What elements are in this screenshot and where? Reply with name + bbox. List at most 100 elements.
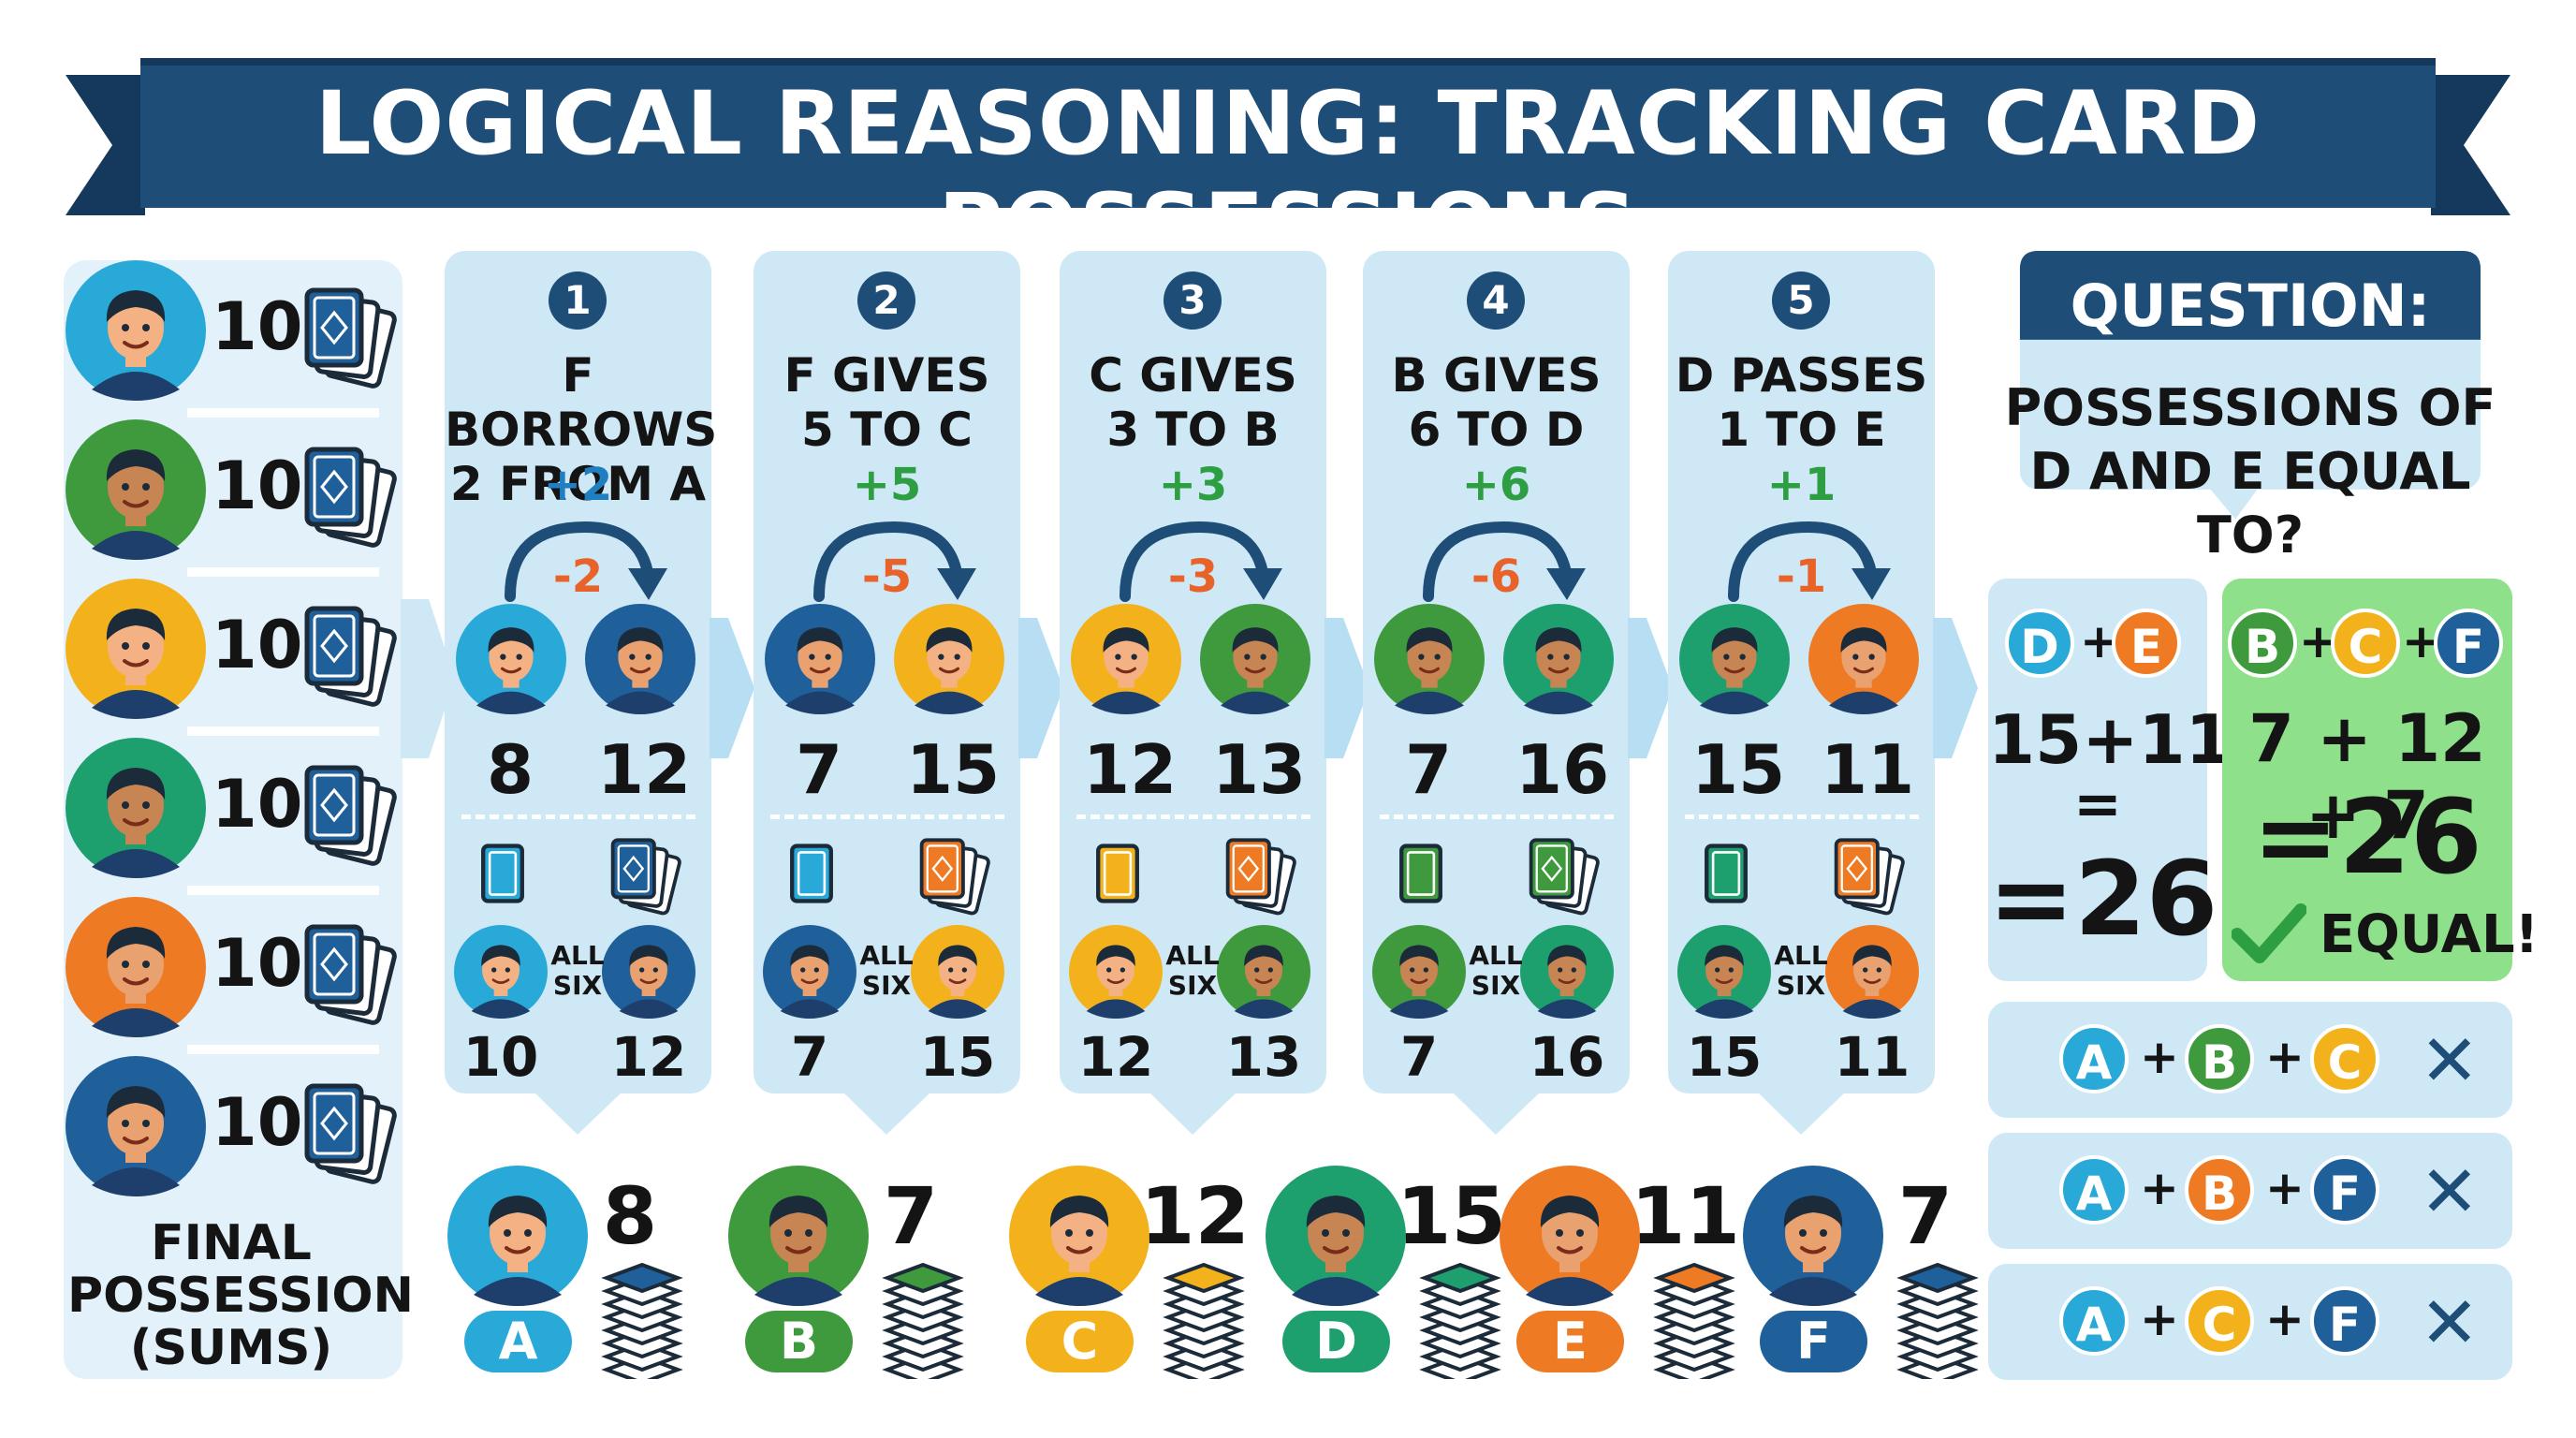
tracked-left: 7 — [790, 1025, 829, 1089]
deck — [298, 597, 401, 710]
card-stack — [599, 1259, 685, 1386]
person-avatar — [1200, 604, 1310, 714]
person-letter-badge: E — [1516, 1311, 1624, 1372]
row-separator — [187, 726, 379, 736]
b-c-f-sum: 7 + 12 + 7 — [2248, 700, 2486, 854]
final-avatar — [1009, 1166, 1149, 1306]
person-letter-badge: D — [1282, 1311, 1390, 1372]
plus-sign: + — [2265, 1161, 2305, 1215]
tracked-left: 7 — [1399, 1025, 1439, 1089]
avatar — [66, 738, 206, 878]
small-avatar — [602, 925, 695, 1019]
cross-icon: ✕ — [2420, 1281, 2480, 1364]
small-avatar — [1372, 925, 1466, 1019]
giver-count: 7 — [795, 730, 843, 809]
six-label: SIX — [1167, 970, 1218, 1001]
avatar — [66, 579, 206, 719]
step-title-line-2: 6 TO D — [1408, 403, 1585, 457]
final-avatar — [1266, 1166, 1406, 1306]
receiver-avatar — [894, 604, 1004, 714]
small-avatar — [1069, 925, 1163, 1019]
card-deck-icon — [919, 838, 990, 916]
option-badge: B — [2185, 1155, 2254, 1225]
initial-count: 10 — [212, 766, 303, 843]
final-count: 12 — [1140, 1170, 1250, 1262]
avatar — [66, 1056, 206, 1196]
gain-amount: +2 — [543, 459, 613, 511]
deck — [1221, 831, 1299, 917]
transfer-arrow-icon — [505, 521, 667, 602]
badge-f: F — [2434, 609, 2503, 678]
transfer-arrow-icon — [813, 521, 976, 602]
tracked-right: 11 — [1834, 1025, 1910, 1089]
person-avatar — [1009, 1166, 1149, 1306]
card-deck-icon — [304, 765, 397, 866]
giver-count: 15 — [1691, 730, 1786, 809]
card — [1397, 841, 1445, 906]
step-title: C GIVES 3 TO B — [1060, 348, 1326, 457]
final-avatar — [1500, 1166, 1640, 1306]
all-label: ALL — [859, 940, 914, 971]
page-title: LOGICAL REASONING: TRACKING CARD POSSESS… — [315, 73, 2261, 277]
person-avatar — [456, 604, 566, 714]
small-avatar — [1217, 925, 1310, 1019]
b-c-f-result: =26 — [2252, 777, 2482, 897]
deck — [298, 279, 401, 391]
initial-row-e: 10 — [64, 897, 402, 1037]
giver-avatar — [765, 604, 875, 714]
card-stack-icon — [1653, 1262, 1735, 1386]
initial-row-f: 10 — [64, 1056, 402, 1196]
loss-amount: -5 — [861, 550, 913, 603]
badge-e: E — [2112, 609, 2181, 678]
card — [1093, 841, 1142, 906]
cross-icon: ✕ — [2420, 1150, 2480, 1233]
deck — [606, 831, 684, 917]
gain-amount: +6 — [1461, 459, 1531, 511]
option-badge: C — [2185, 1286, 2254, 1356]
all-six-label: ALL SIX — [1468, 941, 1524, 1001]
person-avatar — [1743, 1166, 1883, 1306]
divider — [461, 814, 695, 819]
option-badge: B — [2185, 1024, 2254, 1093]
deck — [1524, 831, 1603, 917]
person-avatar — [1503, 604, 1614, 714]
person-letter-badge: F — [1760, 1311, 1867, 1372]
badge-c: C — [2331, 609, 2400, 678]
card-stack-icon — [1163, 1262, 1245, 1386]
person-avatar — [66, 1056, 206, 1196]
divider — [1685, 814, 1919, 819]
option-badge: F — [2310, 1155, 2379, 1225]
person-avatar — [66, 419, 206, 560]
card-deck-icon — [304, 287, 397, 389]
cross-icon: ✕ — [2420, 1019, 2480, 1102]
card-deck-icon — [1225, 838, 1296, 916]
panel-pointer — [1149, 1092, 1237, 1135]
avatar — [66, 897, 206, 1037]
step-title: F GIVES 5 TO C — [754, 348, 1020, 457]
row-separator — [187, 886, 379, 895]
loss-amount: -3 — [1167, 550, 1219, 603]
plus-sign: + — [2140, 1161, 2179, 1215]
person-avatar — [765, 604, 875, 714]
all-six-label: ALL SIX — [1164, 941, 1221, 1001]
initial-count: 10 — [212, 448, 303, 524]
tracked-left: 12 — [1077, 1025, 1154, 1089]
person-letter-badge: A — [464, 1311, 572, 1372]
person-avatar — [602, 925, 695, 1019]
person-avatar — [1266, 1166, 1406, 1306]
person-avatar — [1069, 925, 1163, 1019]
question-text: POSSESSIONS OF D AND E EQUAL TO? — [1988, 376, 2512, 567]
giver-avatar — [1679, 604, 1790, 714]
step-arrow-icon — [1325, 618, 1369, 758]
person-avatar — [1500, 1166, 1640, 1306]
step-title-line-1: F BORROWS — [445, 348, 718, 457]
transfer-arrow-icon — [1423, 521, 1586, 602]
step-title-line-1: B GIVES — [1391, 348, 1602, 403]
all-label: ALL — [1774, 940, 1828, 971]
final-avatar — [728, 1166, 869, 1306]
step-title-line-2: 3 TO B — [1106, 403, 1280, 457]
avatar — [66, 419, 206, 560]
final-count: 7 — [1897, 1170, 1954, 1262]
plus-sign: + — [2140, 1292, 2179, 1346]
check-icon — [2232, 903, 2306, 963]
